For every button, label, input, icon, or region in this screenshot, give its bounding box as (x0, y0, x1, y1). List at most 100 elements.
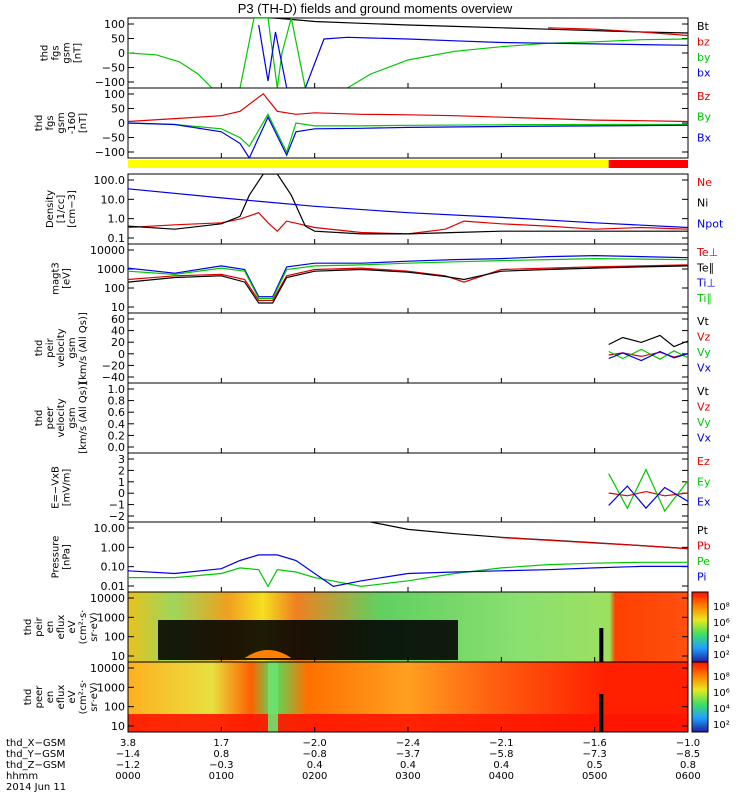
ytick-label: 0.8 (108, 395, 126, 408)
ytick-label: 100 (104, 88, 125, 101)
series-bx (258, 24, 688, 88)
xaxis-value: −2.1 (489, 738, 513, 749)
ylabel-line: Pressure (51, 536, 62, 579)
legend-Vx: Vx (697, 432, 712, 445)
legend-Ez: Ez (697, 455, 710, 468)
xaxis-value: 0000 (115, 771, 140, 782)
ytick-label: 10.00 (94, 522, 126, 535)
xaxis-value: 0400 (489, 771, 514, 782)
legend-Vz: Vz (697, 331, 711, 344)
ytick-label: 10000 (90, 244, 125, 257)
legend-Ti⊥: Ti⊥ (696, 277, 716, 290)
colorbar-peir-tick: 10⁴ (713, 634, 730, 645)
ylabel-line: velocity (56, 328, 67, 367)
xaxis-value: −3.7 (396, 749, 420, 760)
xaxis-value: 0300 (395, 771, 420, 782)
panel-peer-vel: 1.00.80.60.40.20.0 thd peer velocity gsm [km/… (34, 382, 712, 454)
ylabel-line: gsm (62, 42, 73, 63)
xaxis-value: −5.8 (489, 749, 513, 760)
ytick-label: 10.0 (101, 193, 126, 206)
ylabel-peer-vel: thd peer velocity gsm [km/s (All Qs)] (34, 382, 89, 454)
ylabel-line: peir (34, 616, 45, 636)
legend-Ne: Ne (697, 176, 712, 189)
ytick-label: −1 (109, 499, 125, 512)
ylabel-line: eflux (56, 615, 67, 640)
xaxis-value: 0600 (675, 771, 700, 782)
ylabel-line: Density (45, 190, 56, 228)
ylabel-fgs-gse: thd fgs gsm -160 [nT] (34, 112, 89, 135)
series-Ni (128, 174, 688, 235)
ytick-label: 10 (111, 720, 125, 733)
legend-Pt: Pt (697, 524, 709, 537)
legend-by: by (697, 51, 711, 64)
series-Ex (608, 485, 688, 510)
ylabel-line: E=−VxB (51, 466, 62, 509)
legend-Vt: Vt (697, 385, 710, 398)
series-By (128, 113, 688, 154)
mode-bar-slow (128, 160, 609, 168)
ylabel-line: [nPa] (62, 544, 73, 570)
ytick-label: 100 (104, 18, 125, 31)
ylabel-line: peer (34, 685, 45, 709)
colorbar-peir-tick: 10⁸ (713, 602, 730, 613)
colorbar-peer-tick: 10⁸ (713, 672, 730, 683)
ylabel-line: thd (34, 340, 45, 357)
series-Vy (608, 348, 688, 360)
xaxis-value: −1.2 (116, 760, 140, 771)
ylabel-line: thd (40, 45, 51, 62)
ytick-label: 0.0 (108, 441, 126, 454)
ytick-label: 10 (111, 650, 125, 663)
xaxis-row-label: hhmm (6, 771, 38, 782)
xaxis-value: 0100 (209, 771, 234, 782)
panel-peir-eflux: 10000 1000 100 10 thd peir en eflux eV (cm²·s· sr·… (23, 591, 689, 663)
ylabel-peir-eflux: thd peir en eflux eV (cm²·s· sr·eV) (23, 610, 100, 645)
xaxis-value: 3.8 (120, 738, 136, 749)
legend-bx: bx (697, 67, 711, 80)
ytick-label: 0 (118, 117, 125, 130)
xaxis-value: 0.8 (680, 760, 696, 771)
xaxis-value: −7.3 (583, 749, 607, 760)
xaxis-value: −1.4 (116, 749, 140, 760)
ylabel-line: gsm (56, 112, 67, 133)
panel-frame (127, 17, 689, 89)
ytick-label: 0 (118, 47, 125, 60)
ytick-label: 50 (111, 103, 125, 116)
ytick-label: 1000 (97, 681, 125, 694)
series-Te∥ (128, 265, 688, 304)
ytick-label: 1.00 (101, 541, 126, 554)
ylabel-line: gsm (67, 337, 78, 358)
ytick-label: 100 (104, 631, 125, 644)
ytick-label: 0 (118, 348, 125, 361)
ytick-label: 0.01 (101, 580, 126, 593)
ylabel-line: peir (45, 337, 56, 357)
ylabel-line: fgs (51, 45, 62, 60)
legend-Npot: Npot (697, 217, 724, 230)
series-Te⊥ (128, 264, 688, 301)
xaxis-value: 0.4 (400, 760, 416, 771)
ylabel-line: magt3 (51, 262, 62, 295)
colorbar-peer (691, 661, 709, 733)
colorbar-peir (691, 591, 709, 663)
xaxis-value: 0500 (582, 771, 607, 782)
ylabel-line: [cm−3] (67, 190, 78, 228)
xaxis-value: 0.8 (213, 749, 229, 760)
ylabel-line: peer (45, 406, 56, 430)
series-Ey (608, 468, 688, 513)
colorbar-peir-tick: 10⁶ (713, 618, 730, 629)
ylabel-line: eV (67, 690, 78, 703)
series-by (128, 18, 688, 88)
ytick-label: 50 (111, 33, 125, 46)
series-Vx (608, 350, 688, 362)
legend-Pi: Pi (697, 571, 706, 584)
mode-bar-fast (608, 160, 688, 168)
ylabel-line: [nT] (78, 113, 89, 133)
data-gap-marker (599, 694, 604, 732)
ylabel-line: [1/cc] (56, 195, 67, 224)
low-count-region (158, 620, 458, 660)
series-Pt (370, 522, 688, 550)
xaxis-row-label: thd_X−GSM (6, 738, 66, 749)
ytick-label: 100.0 (94, 174, 126, 187)
date-label: 2014 Jun 11 (6, 782, 66, 793)
ytick-label: 20 (111, 336, 125, 349)
